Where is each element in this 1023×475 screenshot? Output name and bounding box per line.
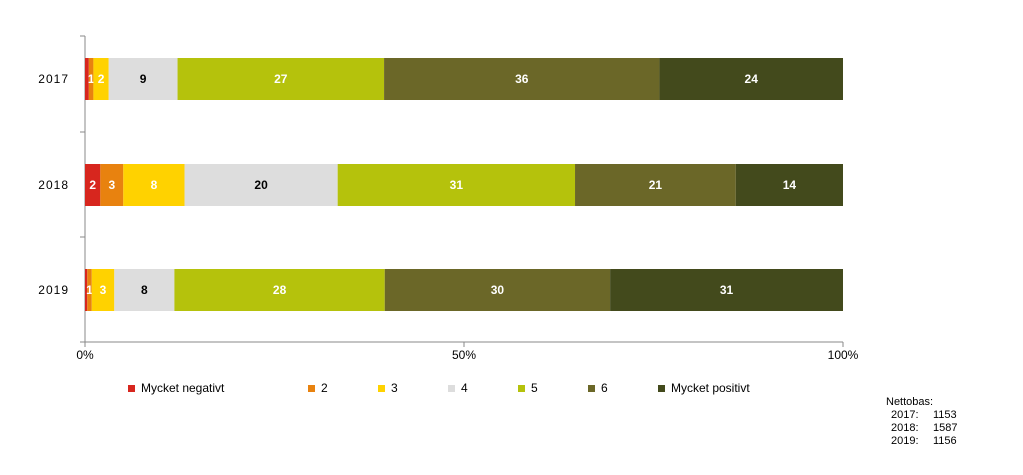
nettobas-value: 1587	[933, 422, 958, 434]
bar-data-label: 1	[88, 72, 95, 86]
nettobas-year: 2017:	[891, 409, 919, 421]
legend-label: 2	[321, 381, 328, 395]
legend-label: Mycket negativt	[141, 381, 225, 395]
legend-label: 4	[461, 381, 468, 395]
bar-data-label: 9	[140, 72, 147, 86]
bar-data-label: 27	[274, 72, 288, 86]
bar-data-label: 3	[100, 283, 107, 297]
bar-data-label: 8	[141, 283, 148, 297]
bar-segment	[100, 164, 124, 206]
bar-segment	[610, 269, 843, 311]
bar-data-label: 21	[649, 178, 663, 192]
legend-item: 6	[588, 381, 658, 395]
legend-label: 6	[601, 381, 608, 395]
legend-swatch	[128, 384, 135, 392]
bar-data-label: 28	[273, 283, 287, 297]
bar-data-label: 20	[254, 178, 268, 192]
nettobas-value: 1156	[933, 435, 957, 447]
bar-segment	[85, 269, 88, 311]
nettobas-title: Nettobas:	[886, 396, 934, 408]
x-tick-label: 50%	[452, 348, 476, 362]
legend-item: 4	[448, 381, 518, 395]
bar-data-label: 14	[783, 178, 797, 192]
bar-data-label: 30	[491, 283, 505, 297]
legend-item: 5	[518, 381, 588, 395]
legend-swatch	[518, 384, 525, 392]
legend-item: 2	[308, 381, 378, 395]
legend-item: Mycket negativt	[128, 381, 308, 395]
category-label: 2018	[38, 178, 69, 192]
bar-segment	[123, 164, 185, 206]
legend-label: Mycket positivt	[671, 381, 750, 395]
nettobas-row: 2019: 1156	[886, 435, 957, 448]
bar-segment	[174, 269, 385, 311]
bar-data-label: 2	[89, 178, 96, 192]
bar-segment	[87, 269, 92, 311]
legend-item: Mycket positivt	[658, 381, 798, 395]
bar-segment	[114, 269, 175, 311]
chart-legend: Mycket negativt 2 3 4 5 6 Mycket positivt	[128, 379, 798, 397]
legend-label: 3	[391, 381, 398, 395]
bar-data-label: 24	[745, 72, 759, 86]
bar-data-label: 1	[86, 283, 93, 297]
x-tick-label: 0%	[76, 348, 94, 362]
legend-swatch	[588, 384, 595, 392]
nettobas-year: 2019:	[891, 435, 919, 447]
bar-segment	[88, 58, 94, 100]
bar-segment	[384, 58, 660, 100]
bar-segment	[384, 269, 611, 311]
bar-segment	[91, 269, 115, 311]
bar-segment	[735, 164, 843, 206]
bar-segment	[659, 58, 843, 100]
x-tick-label: 100%	[828, 348, 859, 362]
nettobas-value: 1153	[933, 409, 957, 421]
nettobas-row: 2018: 1587	[886, 422, 957, 435]
nettobas-year: 2018:	[891, 422, 919, 434]
category-label: 2019	[38, 283, 69, 297]
bar-data-label: 36	[515, 72, 529, 86]
legend-swatch	[658, 384, 665, 392]
legend-label: 5	[531, 381, 538, 395]
bar-data-label: 3	[108, 178, 115, 192]
bar-segment	[85, 164, 101, 206]
bar-segment	[85, 58, 89, 100]
bar-data-label: 2	[98, 72, 105, 86]
bar-data-label: 31	[450, 178, 464, 192]
legend-swatch	[308, 384, 315, 392]
bar-segment	[337, 164, 576, 206]
nettobas-row: 2017: 1153	[886, 409, 957, 422]
nettobas-box: Nettobas: 2017: 1153 2018: 1587 2019: 11…	[886, 396, 957, 448]
bar-segment	[93, 58, 109, 100]
bar-segment	[108, 58, 178, 100]
bar-segment	[184, 164, 338, 206]
category-label: 2017	[38, 72, 69, 86]
bar-segment	[575, 164, 736, 206]
bar-segment	[177, 58, 385, 100]
legend-swatch	[448, 384, 455, 392]
legend-item: 3	[378, 381, 448, 395]
bar-data-label: 31	[720, 283, 734, 297]
legend-swatch	[378, 384, 385, 392]
bar-data-label: 8	[151, 178, 158, 192]
